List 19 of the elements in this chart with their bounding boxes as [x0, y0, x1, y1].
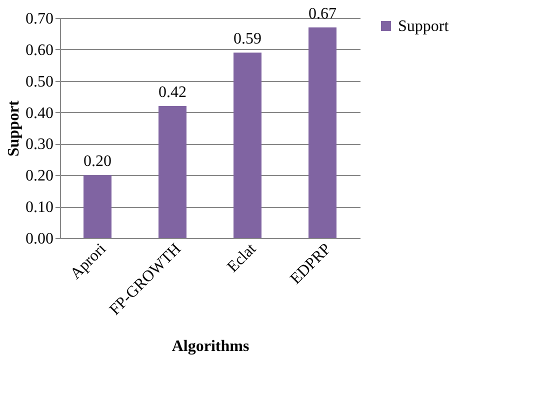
text: 0.59	[234, 30, 262, 48]
text: 0.20	[84, 153, 112, 170]
y-tick-label: 0.10	[26, 199, 54, 216]
bar	[158, 106, 186, 238]
x-axis-title: Algorithms	[172, 338, 250, 355]
bar	[234, 52, 262, 238]
y-tick-label: 0.50	[26, 73, 54, 90]
text: 0.67	[308, 5, 336, 22]
bar	[308, 27, 336, 238]
legend-label: Support	[398, 18, 450, 35]
bar	[84, 175, 112, 238]
y-axis-title: Support	[6, 100, 22, 157]
text: 0.42	[158, 84, 186, 101]
y-tick-label: 0.70	[26, 10, 54, 28]
y-tick-label: 0.60	[26, 42, 54, 59]
y-tick-label: 0.40	[26, 104, 54, 122]
y-tick-label: 0.20	[26, 168, 54, 185]
y-tick-label: 0.00	[26, 230, 54, 248]
y-tick-label: 0.30	[26, 136, 54, 154]
